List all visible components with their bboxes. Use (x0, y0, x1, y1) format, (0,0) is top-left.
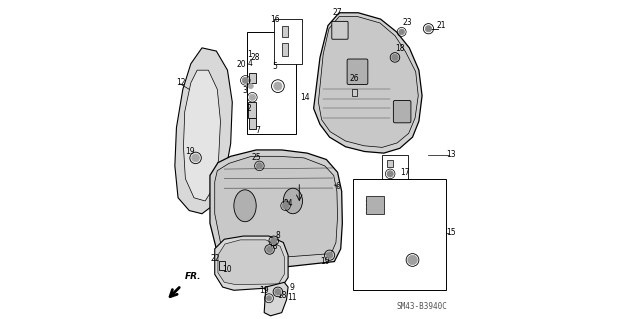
Circle shape (248, 84, 253, 89)
Text: 7: 7 (255, 126, 260, 135)
Text: 24: 24 (284, 199, 293, 208)
Text: 4: 4 (248, 59, 252, 68)
FancyBboxPatch shape (353, 179, 446, 290)
Text: 27: 27 (332, 8, 342, 17)
Circle shape (392, 54, 398, 61)
Text: 3: 3 (242, 86, 247, 95)
Polygon shape (314, 13, 422, 153)
Text: 10: 10 (223, 265, 232, 274)
Circle shape (271, 238, 277, 244)
Text: 23: 23 (403, 18, 413, 27)
Text: 13: 13 (446, 150, 456, 159)
Circle shape (242, 77, 248, 84)
Bar (387, 160, 393, 167)
Bar (249, 73, 255, 83)
Polygon shape (175, 48, 232, 214)
Text: 18: 18 (278, 291, 287, 300)
Text: 19: 19 (321, 257, 330, 266)
Bar (352, 89, 356, 96)
Text: 21: 21 (436, 21, 446, 30)
Text: 11: 11 (287, 293, 297, 302)
Circle shape (326, 252, 333, 258)
Polygon shape (218, 240, 284, 285)
Text: 19: 19 (260, 286, 269, 295)
Circle shape (399, 29, 404, 35)
Text: 18: 18 (396, 44, 405, 53)
Bar (248, 102, 255, 118)
Text: 28: 28 (250, 53, 260, 62)
Bar (366, 196, 384, 214)
Circle shape (282, 203, 289, 209)
Polygon shape (356, 185, 428, 290)
Circle shape (256, 163, 262, 169)
Circle shape (387, 171, 394, 177)
FancyBboxPatch shape (394, 100, 411, 123)
Polygon shape (215, 156, 337, 260)
Polygon shape (184, 70, 220, 201)
Text: 6: 6 (335, 182, 340, 191)
Bar (282, 43, 288, 56)
Text: 2: 2 (247, 104, 252, 113)
Text: 15: 15 (446, 228, 456, 237)
Circle shape (266, 246, 273, 253)
Polygon shape (184, 105, 197, 147)
Circle shape (274, 82, 282, 90)
Polygon shape (361, 190, 424, 286)
Ellipse shape (234, 190, 256, 222)
Polygon shape (264, 282, 288, 316)
FancyBboxPatch shape (246, 32, 296, 134)
Text: 9: 9 (289, 283, 294, 292)
Bar (282, 26, 288, 37)
Text: 1: 1 (248, 50, 252, 59)
Circle shape (266, 296, 271, 301)
Text: 20: 20 (236, 60, 246, 69)
Text: 22: 22 (211, 254, 220, 263)
Bar (219, 261, 225, 270)
FancyBboxPatch shape (332, 21, 348, 39)
Text: 14: 14 (300, 93, 310, 102)
Circle shape (425, 26, 431, 32)
Text: SM43-B3940C: SM43-B3940C (397, 302, 447, 311)
Text: 16: 16 (271, 15, 280, 24)
Text: 25: 25 (252, 153, 261, 162)
Circle shape (249, 94, 255, 100)
Text: FR.: FR. (184, 272, 201, 281)
Circle shape (408, 255, 417, 265)
Polygon shape (319, 17, 419, 147)
Bar (249, 118, 255, 129)
Circle shape (192, 154, 200, 162)
Circle shape (275, 289, 281, 295)
FancyBboxPatch shape (347, 59, 368, 85)
Text: 5: 5 (272, 63, 277, 71)
Text: 18: 18 (269, 242, 278, 251)
Polygon shape (210, 150, 342, 271)
FancyBboxPatch shape (382, 155, 408, 185)
Text: 12: 12 (176, 78, 186, 87)
Text: 19: 19 (185, 147, 195, 156)
Text: 26: 26 (349, 74, 359, 83)
Polygon shape (215, 236, 288, 290)
Ellipse shape (284, 188, 303, 214)
FancyBboxPatch shape (274, 19, 303, 64)
Text: 17: 17 (400, 168, 410, 177)
Text: 8: 8 (275, 231, 280, 240)
